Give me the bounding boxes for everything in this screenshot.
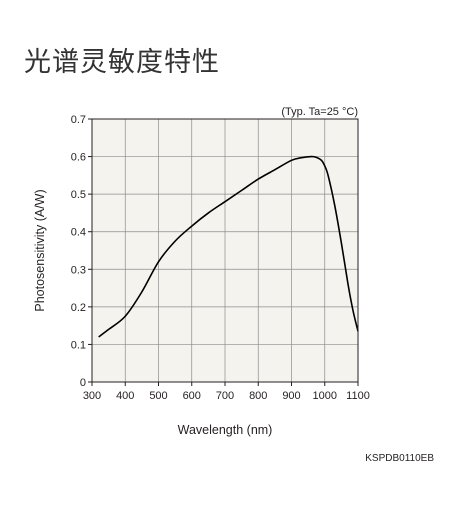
y-tick-label: 0.3 [71, 264, 86, 276]
x-tick-label: 900 [282, 390, 300, 402]
y-tick-label: 0.2 [71, 302, 86, 314]
x-tick-label: 500 [149, 390, 167, 402]
x-axis-ticks: 300 400 500 600 700 800 900 1000 1100 [83, 382, 370, 402]
y-tick-label: 0.4 [71, 227, 86, 239]
x-tick-label: 800 [249, 390, 267, 402]
x-axis-label: Wavelength (nm) [178, 423, 273, 437]
x-tick-label: 1100 [346, 390, 370, 402]
x-tick-label: 600 [183, 390, 201, 402]
y-tick-label: 0.6 [71, 152, 86, 164]
x-tick-label: 1000 [313, 390, 337, 402]
condition-note: (Typ. Ta=25 °C) [281, 106, 358, 118]
x-tick-label: 700 [216, 390, 234, 402]
y-tick-label: 0 [80, 377, 86, 389]
x-tick-label: 400 [116, 390, 134, 402]
y-tick-label: 0.5 [71, 189, 86, 201]
y-axis-ticks: 0 0.1 0.2 0.3 0.4 0.5 0.6 0.7 [71, 114, 92, 389]
series-line-photosensitivity [98, 155, 359, 338]
y-tick-label: 0.7 [71, 114, 86, 126]
x-tick-label: 300 [83, 390, 101, 402]
document-code: KSPDB0110EB [365, 453, 434, 464]
y-tick-label: 0.1 [71, 339, 86, 351]
y-axis-label: Photosensitivity (A/W) [33, 189, 47, 311]
grid [92, 119, 358, 382]
page-title: 光谱灵敏度特性 [24, 47, 220, 78]
